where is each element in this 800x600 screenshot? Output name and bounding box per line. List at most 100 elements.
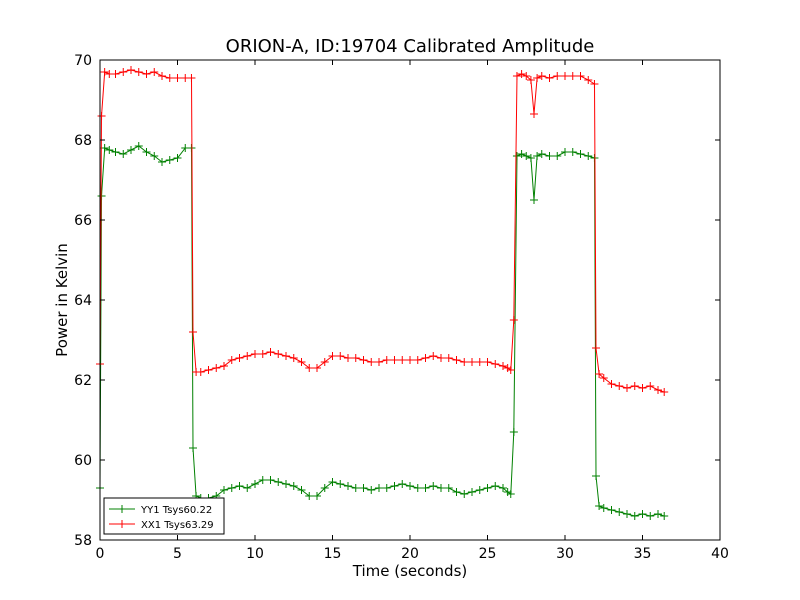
data-point-1-34: [328, 352, 337, 360]
data-point-0-3: [105, 146, 114, 154]
data-point-1-62: [522, 72, 531, 80]
data-point-1-44: [406, 356, 414, 364]
x-tick-label-2: 10: [246, 546, 264, 562]
data-point-0-47: [429, 482, 438, 490]
data-point-1-45: [413, 356, 422, 364]
data-point-0-5: [119, 150, 128, 158]
data-point-0-1: [97, 192, 106, 200]
data-point-1-42: [390, 356, 399, 364]
data-point-1-60: [512, 72, 521, 80]
legend-label-0: YY1 Tsys60.22: [140, 505, 212, 516]
data-point-1-66: [537, 72, 546, 80]
data-point-1-72: [584, 76, 593, 84]
data-point-0-15: [189, 444, 197, 452]
axis-ticks: 0 5 10 15 20 25 30 35 40 58 60 62 64 66 68 70: [74, 53, 729, 562]
series-0: [96, 142, 669, 520]
data-point-1-50: [452, 356, 461, 364]
data-point-0-51: [460, 490, 469, 498]
data-point-0-4: [111, 148, 120, 156]
data-point-1-15: [189, 328, 197, 336]
data-point-0-69: [561, 148, 569, 156]
data-point-0-52: [468, 488, 476, 496]
data-point-0-45: [413, 484, 422, 492]
data-point-1-63: [526, 76, 535, 84]
y-tick-label-1: 60: [74, 453, 92, 469]
data-point-1-19: [212, 364, 221, 372]
series-1: [96, 66, 669, 396]
data-point-0-72: [584, 152, 593, 160]
series-line-1: [99, 69, 665, 393]
data-point-1-70: [568, 72, 577, 80]
data-point-0-38: [359, 484, 368, 492]
data-point-1-78: [615, 382, 624, 390]
data-point-1-80: [630, 382, 639, 390]
data-point-0-49: [444, 484, 453, 492]
data-point-1-26: [266, 348, 275, 356]
legend: YY1 Tsys60.22 XX1 Tsys63.29: [103, 497, 225, 535]
data-point-1-76: [599, 374, 608, 382]
data-point-0-64: [530, 196, 538, 204]
data-point-0-12: [173, 154, 182, 162]
data-point-0-20: [220, 486, 228, 494]
data-point-1-30: [297, 358, 306, 366]
data-point-0-80: [630, 512, 639, 520]
series-line-0: [99, 145, 665, 517]
x-tick-label-3: 15: [324, 546, 342, 562]
data-point-0-29: [289, 482, 298, 490]
data-point-1-20: [220, 362, 228, 370]
data-point-0-58: [506, 490, 515, 498]
data-point-1-49: [444, 354, 453, 362]
data-point-0-39: [367, 486, 376, 494]
x-tick-label-0: 0: [96, 546, 105, 562]
data-point-1-65: [533, 74, 542, 82]
legend-marker-1: [118, 520, 126, 528]
data-point-0-24: [251, 480, 259, 488]
data-point-0-50: [452, 488, 461, 496]
data-point-0-65: [533, 152, 542, 160]
data-point-1-37: [351, 354, 360, 362]
data-point-1-7: [134, 68, 143, 76]
data-point-1-71: [576, 72, 585, 80]
data-point-0-40: [375, 484, 383, 492]
legend-marker-0: [118, 505, 126, 513]
data-point-1-23: [243, 352, 252, 360]
data-point-1-5: [119, 68, 128, 76]
data-point-1-14: [187, 74, 196, 82]
data-point-1-68: [553, 72, 562, 80]
data-point-0-35: [336, 480, 345, 488]
data-point-0-36: [344, 482, 352, 490]
data-point-1-36: [344, 354, 352, 362]
x-tick-label-7: 35: [634, 546, 652, 562]
data-point-0-10: [158, 158, 166, 166]
data-point-1-41: [382, 356, 391, 364]
data-point-0-25: [258, 476, 267, 484]
data-point-0-68: [553, 152, 562, 160]
data-point-1-75: [595, 370, 604, 378]
data-point-0-44: [406, 482, 414, 490]
data-point-1-51: [460, 358, 469, 366]
data-point-0-79: [623, 510, 631, 518]
data-point-1-22: [235, 354, 244, 362]
data-point-1-69: [561, 72, 569, 80]
y-tick-label-2: 62: [74, 373, 92, 389]
data-point-0-30: [297, 486, 306, 494]
data-point-1-35: [336, 352, 345, 360]
legend-label-1: XX1 Tsys63.29: [141, 520, 214, 531]
data-point-1-1: [97, 112, 106, 120]
data-point-1-2: [100, 68, 109, 76]
data-point-0-26: [266, 476, 275, 484]
data-point-1-21: [227, 356, 236, 364]
data-point-1-27: [274, 350, 283, 358]
data-point-1-40: [375, 358, 383, 366]
data-point-0-6: [127, 146, 135, 154]
data-point-1-18: [204, 366, 213, 374]
x-tick-label-4: 20: [401, 546, 419, 562]
data-point-1-11: [165, 74, 174, 82]
data-point-1-84: [660, 388, 669, 396]
data-point-0-53: [475, 486, 484, 494]
data-point-1-58: [506, 366, 515, 374]
data-point-1-47: [429, 352, 438, 360]
y-tick-label-0: 58: [74, 533, 92, 549]
data-point-0-11: [165, 156, 174, 164]
